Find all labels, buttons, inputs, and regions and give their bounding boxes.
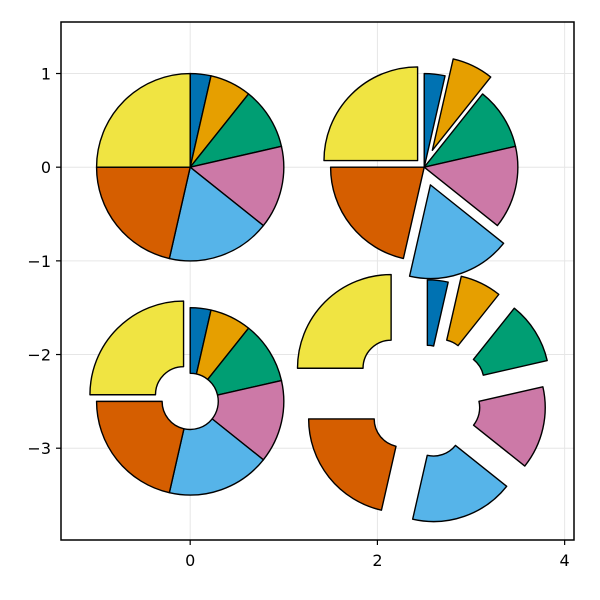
pie-slice-6 [329, 166, 425, 260]
pie-slice-4 [189, 145, 285, 227]
x-tick-label: 0 [185, 551, 195, 570]
y-tick-label: −1 [27, 252, 51, 271]
axis-frame [60, 21, 575, 541]
pie-slice-6 [307, 418, 397, 511]
x-tick-label: 4 [560, 551, 570, 570]
y-tick-label: 1 [41, 65, 51, 84]
pie-slice-6 [95, 166, 191, 260]
pie-wedges [89, 58, 548, 523]
y-tick-label: 0 [41, 158, 51, 177]
pie-slice-1 [423, 72, 446, 168]
pie-slice-5 [168, 166, 265, 262]
x-tick-label: 2 [372, 551, 382, 570]
pie-slice-7 [323, 66, 419, 162]
pie-slice-7 [95, 72, 191, 168]
pie-slice-6 [95, 400, 185, 494]
pie-slice-3 [472, 307, 548, 376]
y-tick-label: −3 [27, 439, 51, 458]
pie-slice-4 [472, 386, 546, 467]
pie-slice-5 [411, 444, 508, 523]
pie-slice-7 [296, 273, 392, 369]
y-tick-label: −2 [27, 346, 51, 365]
pie-slice-2 [431, 58, 492, 152]
axis-ticks: 0 2 4 1 0 −1 −2 −3 [27, 65, 569, 570]
pie-top-left [95, 72, 285, 262]
pie-slice-4 [423, 145, 519, 227]
pie-slice-4 [211, 379, 285, 461]
pie-slice-7 [89, 300, 185, 396]
pie-slice-5 [408, 184, 505, 280]
pie-bottom-right [296, 273, 548, 523]
pie-top-right [323, 58, 519, 280]
pie-slice-5 [168, 418, 265, 496]
pie-slice-2 [446, 275, 500, 347]
pie-bottom-left [89, 300, 285, 496]
pie-slice-1 [426, 279, 449, 347]
